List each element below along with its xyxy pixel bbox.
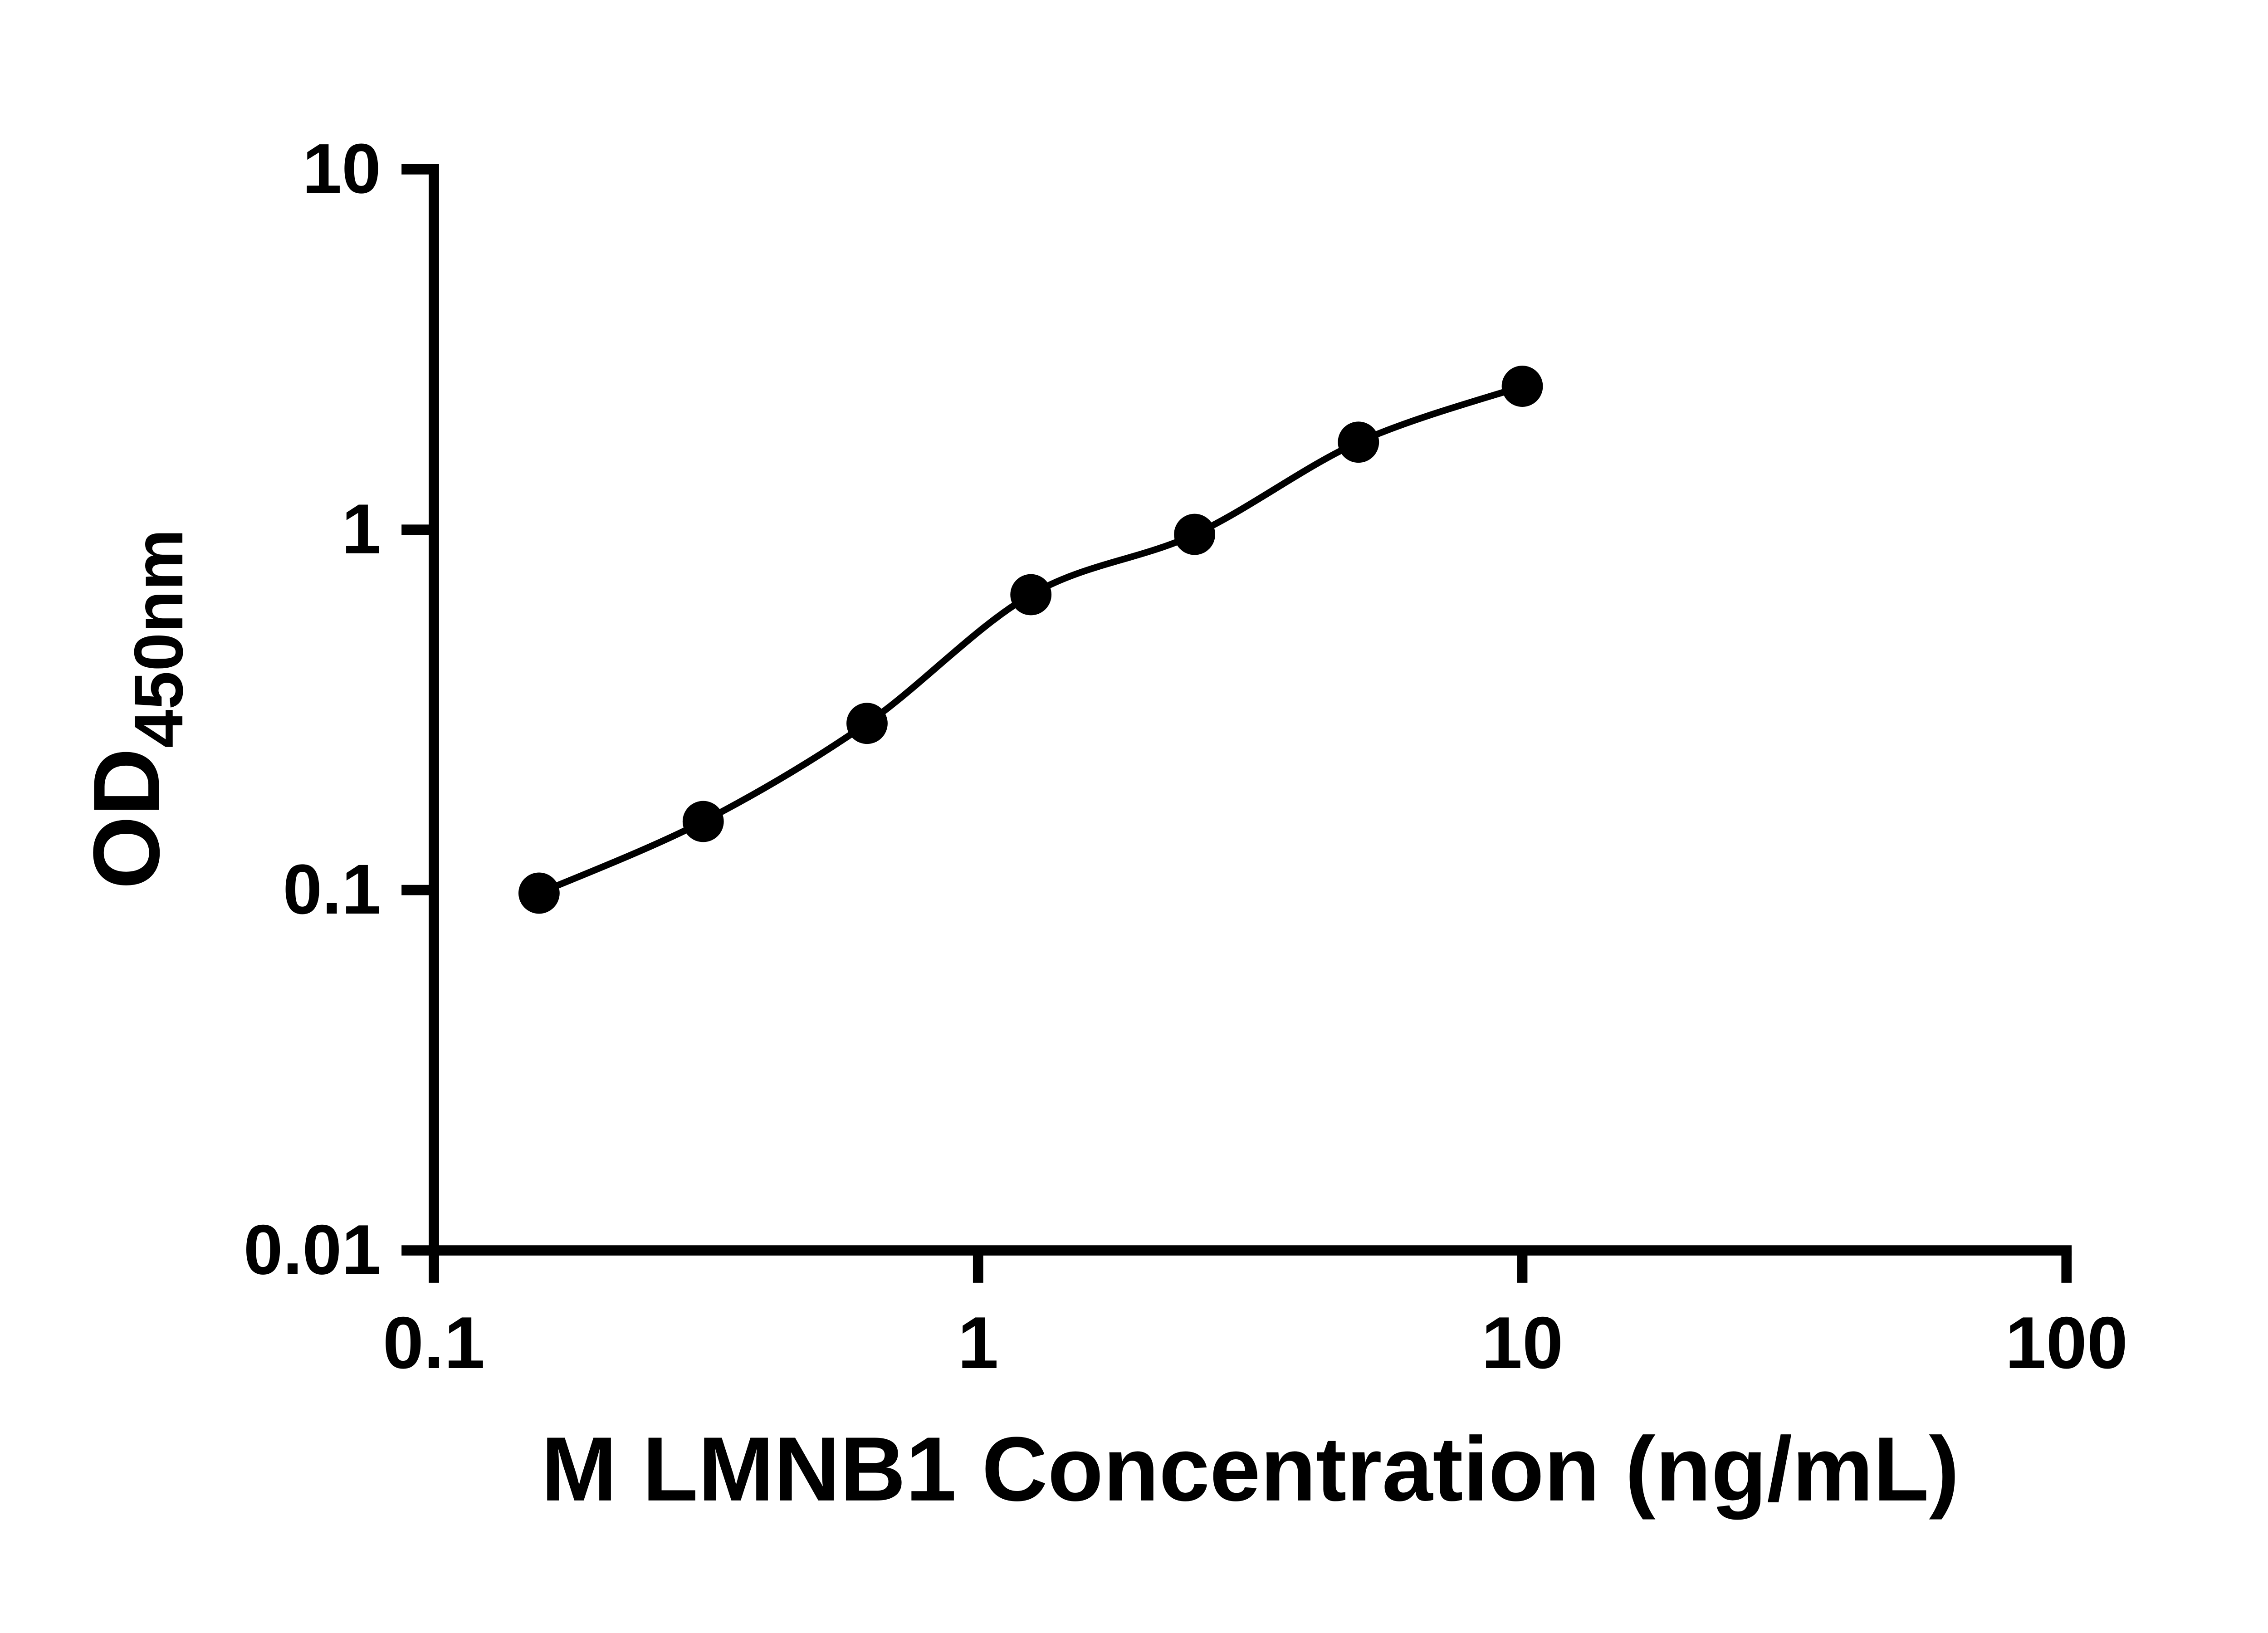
data-point [518, 872, 560, 914]
x-axis-title: M LMNB1 Concentration (ng/mL) [541, 1418, 1960, 1520]
data-point [1501, 366, 1543, 407]
y-tick-label: 1 [342, 489, 381, 568]
axis-spines [429, 164, 2072, 1256]
x-tick-label: 0.1 [383, 1302, 485, 1384]
x-tick-label: 100 [2005, 1302, 2128, 1384]
data-point [1010, 574, 1052, 616]
data-point [1338, 421, 1379, 463]
x-tick-label: 1 [958, 1302, 998, 1384]
y-axis-title-subscript: 450nm [120, 529, 197, 748]
x-tick-label: 10 [1481, 1302, 1563, 1384]
y-tick-label: 0.1 [283, 850, 381, 929]
y-axis-title-main: OD [73, 748, 179, 889]
y-axis-title: OD450nm [73, 529, 197, 889]
data-point [682, 801, 724, 842]
y-tick-label: 0.01 [244, 1210, 381, 1289]
data-point [1174, 513, 1215, 555]
data-point [846, 703, 888, 744]
y-tick-label: 10 [303, 129, 381, 208]
